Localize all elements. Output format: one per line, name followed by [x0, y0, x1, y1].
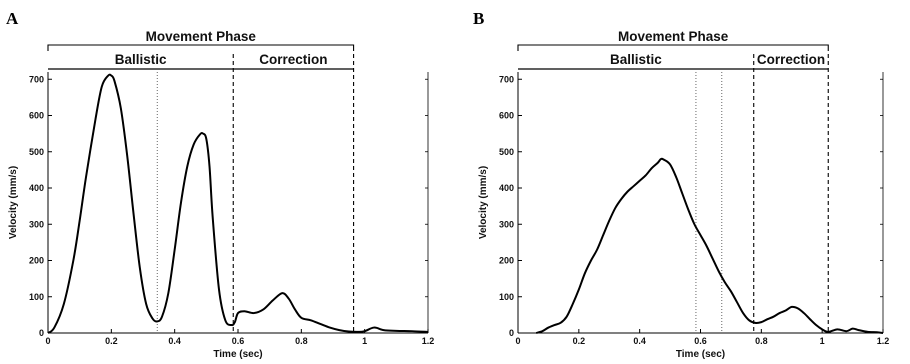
y-tick-label: 400 [499, 183, 514, 193]
y-tick-label: 700 [29, 74, 44, 84]
x-tick-label: 0.6 [232, 336, 245, 346]
x-tick-label: 1.2 [877, 336, 890, 346]
chart-b-svg: B Movement Phase Ballistic Correction 0 1… [473, 9, 890, 360]
movement-phase-bracket [47, 44, 355, 51]
chart-panel-a: A Movement Phase Ballistic Correction 0 1… [6, 9, 435, 360]
x-tick-label: 0 [45, 336, 50, 346]
y-tick-label: 400 [29, 183, 44, 193]
velocity-curve [47, 73, 429, 334]
x-tick-label: 0.2 [105, 336, 118, 346]
chart-panel-b: B Movement Phase Ballistic Correction 0 1… [455, 0, 910, 364]
x-tick-label: 0.2 [573, 336, 586, 346]
panel-letter: A [6, 9, 19, 28]
ballistic-label: Ballistic [115, 52, 167, 67]
y-tick-label: 600 [29, 111, 44, 121]
x-tick-label: 1 [820, 336, 825, 346]
y-tick-label: 0 [509, 328, 514, 338]
movement-phase-label: Movement Phase [618, 29, 729, 44]
y-tick-label: 0 [39, 328, 44, 338]
panel-letter: B [473, 9, 484, 28]
y-tick-label: 300 [499, 219, 514, 229]
x-tick-label: 1.2 [422, 336, 435, 346]
x-tick-label: 0.4 [633, 336, 646, 346]
y-tick-label: 300 [29, 219, 44, 229]
x-tick-label: 0.8 [295, 336, 308, 346]
movement-phase-bracket [517, 44, 829, 51]
velocity-curve [535, 157, 884, 334]
ballistic-label: Ballistic [610, 52, 662, 67]
y-tick-label: 200 [499, 256, 514, 266]
x-tick-label: 0 [515, 336, 520, 346]
x-tick-label: 0.6 [694, 336, 707, 346]
y-tick-label: 500 [29, 147, 44, 157]
correction-label: Correction [259, 52, 327, 67]
y-tick-label: 500 [499, 147, 514, 157]
y-axis-label: Velocity (mm/s) [8, 166, 19, 239]
x-tick-label: 1 [362, 336, 367, 346]
y-tick-label: 200 [29, 256, 44, 266]
x-tick-label: 0.8 [755, 336, 768, 346]
x-axis-label: Time (sec) [676, 349, 725, 360]
x-axis-label: Time (sec) [213, 349, 262, 360]
y-tick-label: 700 [499, 74, 514, 84]
y-tick-label: 100 [29, 292, 44, 302]
y-tick-label: 100 [499, 292, 514, 302]
correction-label: Correction [757, 52, 825, 67]
y-axis-label: Velocity (mm/s) [478, 166, 489, 239]
chart-a-svg: A Movement Phase Ballistic Correction 0 1… [6, 9, 435, 360]
movement-phase-label: Movement Phase [146, 29, 257, 44]
y-tick-label: 600 [499, 111, 514, 121]
x-tick-label: 0.4 [168, 336, 181, 346]
